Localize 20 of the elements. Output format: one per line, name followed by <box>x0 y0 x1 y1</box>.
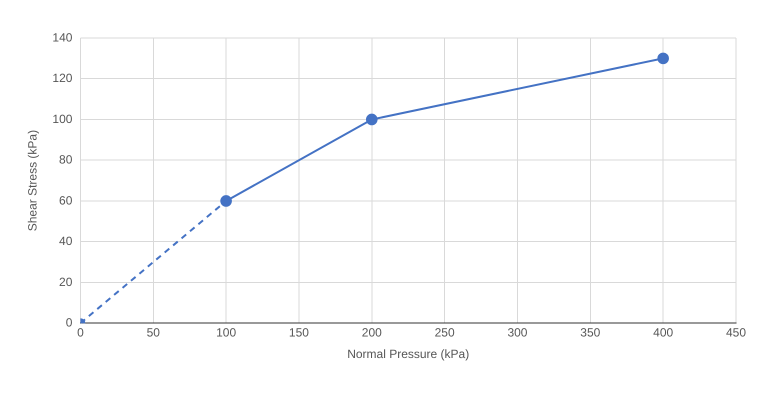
y-tick-label: 100 <box>52 112 73 126</box>
y-axis-title: Shear Stress (kPa) <box>26 130 40 232</box>
y-tick-label: 0 <box>66 316 73 330</box>
y-tick-label: 40 <box>59 234 73 248</box>
x-tick-label: 350 <box>580 326 601 340</box>
x-tick-label: 250 <box>434 326 455 340</box>
x-tick-label: 50 <box>146 326 160 340</box>
x-tick-label: 100 <box>216 326 236 340</box>
y-tick-label: 20 <box>59 274 73 289</box>
y-tick-label: 140 <box>52 30 73 44</box>
y-tick-label: 60 <box>59 193 73 208</box>
y-tick-label: 80 <box>59 152 73 167</box>
x-tick-label: 450 <box>726 326 746 340</box>
y-tick-label: 120 <box>52 71 73 86</box>
x-tick-label: 0 <box>77 326 84 340</box>
x-axis-title: Normal Pressure (kPa) <box>347 347 470 362</box>
x-tick-label: 400 <box>653 326 674 340</box>
x-tick-label: 150 <box>288 326 310 340</box>
x-tick-label: 300 <box>507 326 528 340</box>
x-tick-label: 200 <box>362 326 382 340</box>
